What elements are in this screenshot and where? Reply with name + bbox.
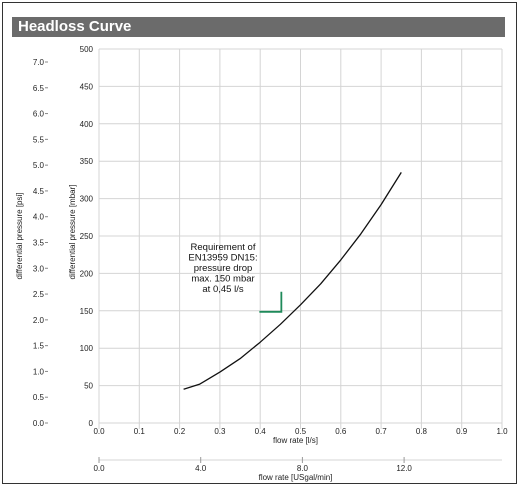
psi-tick-label: 2.5 xyxy=(33,290,45,299)
y-axis-label: differential pressure [mbar] xyxy=(68,184,77,279)
psi-tick-label: 3.5 xyxy=(33,238,45,247)
y-tick-label: 100 xyxy=(80,344,94,353)
psi-tick-label: 3.0 xyxy=(33,264,45,273)
psi-tick-label: 6.0 xyxy=(33,110,45,119)
requirement-marker xyxy=(259,291,283,313)
psi-tick-label: 1.5 xyxy=(33,342,45,351)
secondary-x-axis-label: flow rate [USgal/min] xyxy=(259,473,333,482)
secondary-x-tick-label: 8.0 xyxy=(297,464,309,473)
psi-tick-label: 1.0 xyxy=(33,367,45,376)
x-tick-label: 0.2 xyxy=(174,427,186,436)
x-tick-label: 0.7 xyxy=(376,427,388,436)
y-tick-label: 300 xyxy=(80,195,94,204)
psi-tick-label: 0.5 xyxy=(33,393,45,402)
secondary-x-tick-label: 4.0 xyxy=(195,464,207,473)
y-tick-label: 350 xyxy=(80,157,94,166)
psi-tick-label: 5.5 xyxy=(33,135,45,144)
psi-tick-label: 5.0 xyxy=(33,161,45,170)
secondary-x-tick-label: 0.0 xyxy=(93,464,105,473)
y-tick-label: 150 xyxy=(80,307,94,316)
psi-tick-label: 6.5 xyxy=(33,84,45,93)
x-tick-label: 0.9 xyxy=(456,427,468,436)
psi-tick-label: 7.0 xyxy=(33,58,45,67)
y-tick-label: 400 xyxy=(80,120,94,129)
annotation-line: max. 150 mbar xyxy=(191,274,254,285)
y-tick-label: 500 xyxy=(80,45,94,54)
y-tick-label: 0 xyxy=(89,419,94,428)
x-tick-label: 0.1 xyxy=(134,427,146,436)
chart-title: Headloss Curve xyxy=(18,18,132,35)
secondary-x-tick-label: 12.0 xyxy=(396,464,412,473)
psi-tick-label: 4.5 xyxy=(33,187,45,196)
x-tick-label: 0.4 xyxy=(255,427,267,436)
x-tick-label: 0.0 xyxy=(93,427,105,436)
psi-tick-label: 4.0 xyxy=(33,213,45,222)
title-bar: Headloss Curve xyxy=(12,17,505,37)
y-tick-label: 250 xyxy=(80,232,94,241)
psi-axis-label: differential pressure [psi] xyxy=(15,192,24,279)
annotation-line: Requirement of xyxy=(191,242,256,253)
psi-tick-label: 2.0 xyxy=(33,316,45,325)
annotation-line: at 0,45 l/s xyxy=(202,284,243,295)
y-tick-label: 450 xyxy=(80,82,94,91)
annotation-line: EN13959 DN15: xyxy=(188,253,257,264)
annotation-line: pressure drop xyxy=(194,263,253,274)
x-tick-label: 0.6 xyxy=(335,427,347,436)
y-tick-label: 200 xyxy=(80,269,94,278)
x-axis-label: flow rate [l/s] xyxy=(273,436,318,445)
x-tick-label: 0.5 xyxy=(295,427,307,436)
psi-tick-label: 0.0 xyxy=(33,419,45,428)
x-tick-label: 0.3 xyxy=(214,427,226,436)
headloss-curve xyxy=(183,172,402,390)
chart-frame: Headloss Curve xyxy=(2,2,517,484)
y-tick-label: 50 xyxy=(84,382,93,391)
x-tick-label: 1.0 xyxy=(496,427,508,436)
x-tick-label: 0.8 xyxy=(416,427,428,436)
